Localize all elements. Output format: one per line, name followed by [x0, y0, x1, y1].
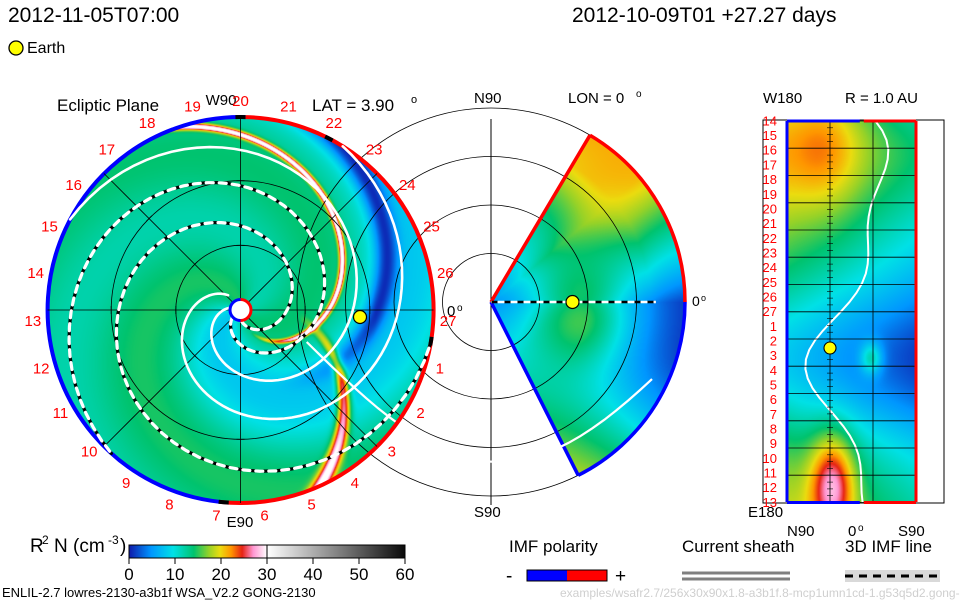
svg-text:2: 2 — [416, 405, 424, 422]
svg-text:7: 7 — [212, 508, 220, 525]
svg-text:24: 24 — [399, 177, 416, 194]
svg-text:o: o — [701, 293, 706, 303]
svg-text:22: 22 — [326, 115, 343, 132]
svg-text:40: 40 — [304, 565, 323, 584]
svg-text:10: 10 — [763, 451, 777, 466]
svg-text:2: 2 — [770, 334, 777, 349]
svg-text:15: 15 — [41, 219, 58, 236]
svg-text:9: 9 — [122, 475, 130, 492]
svg-text:25: 25 — [763, 275, 777, 290]
svg-text:26: 26 — [437, 265, 454, 282]
svg-text:23: 23 — [366, 142, 383, 159]
svg-text:LON = 0: LON = 0 — [568, 90, 624, 107]
svg-text:50: 50 — [350, 565, 369, 584]
svg-text:9: 9 — [770, 436, 777, 451]
svg-text:24: 24 — [763, 260, 777, 275]
svg-text:ENLIL-2.7 lowres-2130-a3b1f WS: ENLIL-2.7 lowres-2130-a3b1f WSA_V2.2 GON… — [2, 585, 316, 600]
svg-text:26: 26 — [763, 290, 777, 305]
svg-text:1: 1 — [436, 361, 444, 378]
svg-text:18: 18 — [763, 172, 777, 187]
svg-text:27: 27 — [763, 304, 777, 319]
svg-text:16: 16 — [65, 177, 82, 194]
svg-text:2012-10-09T01 +27.27 days: 2012-10-09T01 +27.27 days — [572, 4, 836, 27]
svg-text:3: 3 — [770, 348, 777, 363]
svg-text:60: 60 — [396, 565, 415, 584]
svg-text:23: 23 — [763, 246, 777, 261]
svg-text:4: 4 — [351, 475, 359, 492]
svg-text:13: 13 — [25, 313, 42, 330]
svg-text:15: 15 — [763, 128, 777, 143]
svg-text:E90: E90 — [227, 514, 254, 531]
svg-text:0: 0 — [692, 293, 700, 309]
svg-text:11: 11 — [764, 466, 778, 481]
svg-text:S90: S90 — [474, 504, 501, 521]
svg-text:8: 8 — [770, 422, 777, 437]
svg-text:0: 0 — [124, 565, 133, 584]
svg-text:20: 20 — [232, 93, 249, 110]
svg-text:14: 14 — [763, 113, 777, 128]
svg-text:21: 21 — [763, 216, 777, 231]
svg-text:W180: W180 — [763, 90, 802, 107]
svg-text:o: o — [636, 89, 642, 100]
svg-text:17: 17 — [98, 142, 115, 159]
svg-text:o: o — [858, 523, 864, 534]
svg-text:N (cm: N (cm — [54, 536, 105, 557]
svg-text:examples/wsafr2.7/256x30x90x1.: examples/wsafr2.7/256x30x90x1.8-a3b1f.8-… — [560, 586, 960, 600]
svg-text:18: 18 — [139, 115, 156, 132]
svg-text:16: 16 — [763, 143, 777, 158]
svg-text:1: 1 — [770, 319, 777, 334]
svg-text:LAT = 3.90: LAT = 3.90 — [312, 96, 394, 115]
svg-text:6: 6 — [260, 508, 268, 525]
svg-text:21: 21 — [280, 99, 297, 116]
svg-text:R = 1.0 AU: R = 1.0 AU — [845, 90, 918, 107]
svg-text:5: 5 — [770, 378, 777, 393]
svg-text:2: 2 — [42, 533, 49, 547]
svg-text:20: 20 — [763, 201, 777, 216]
svg-text:10: 10 — [166, 565, 185, 584]
svg-text:5: 5 — [307, 496, 315, 513]
svg-text:o: o — [411, 94, 417, 106]
svg-text:4: 4 — [770, 363, 777, 378]
svg-text:22: 22 — [763, 231, 777, 246]
svg-text:14: 14 — [27, 265, 44, 282]
svg-text:27: 27 — [440, 313, 457, 330]
svg-text:19: 19 — [184, 99, 201, 116]
svg-text:): ) — [120, 536, 126, 557]
svg-text:IMF polarity: IMF polarity — [509, 537, 598, 556]
svg-text:17: 17 — [763, 157, 777, 172]
svg-text:20: 20 — [212, 565, 231, 584]
svg-text:12: 12 — [33, 361, 50, 378]
svg-text:+: + — [615, 566, 626, 587]
svg-text:o: o — [457, 303, 463, 314]
svg-text:-3: -3 — [108, 533, 119, 547]
svg-text:11: 11 — [53, 405, 69, 422]
svg-text:-: - — [506, 566, 512, 587]
svg-text:30: 30 — [258, 565, 277, 584]
svg-text:3: 3 — [388, 444, 396, 461]
svg-text:N90: N90 — [474, 90, 502, 107]
svg-text:6: 6 — [770, 392, 777, 407]
svg-text:12: 12 — [763, 480, 777, 495]
svg-text:E180: E180 — [748, 504, 783, 521]
svg-text:7: 7 — [770, 407, 777, 422]
svg-text:Earth: Earth — [27, 40, 65, 57]
svg-text:3D IMF line: 3D IMF line — [845, 537, 932, 556]
svg-text:25: 25 — [423, 219, 440, 236]
svg-text:8: 8 — [165, 496, 173, 513]
svg-text:Ecliptic Plane: Ecliptic Plane — [57, 96, 159, 115]
svg-text:2012-11-05T07:00: 2012-11-05T07:00 — [8, 4, 179, 27]
svg-text:Current sheath: Current sheath — [682, 537, 794, 556]
svg-text:10: 10 — [81, 444, 98, 461]
svg-text:19: 19 — [763, 187, 777, 202]
